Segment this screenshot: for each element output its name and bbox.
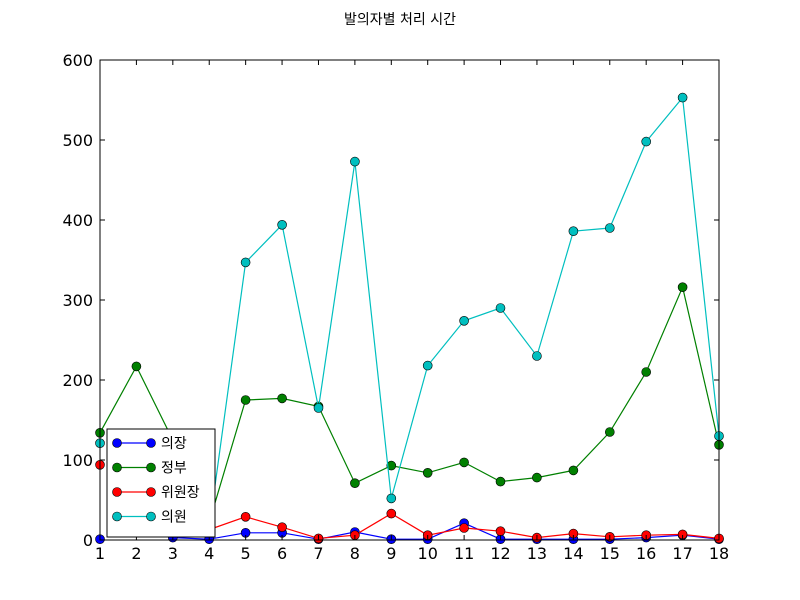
legend-entry: 위원장: [112, 485, 200, 501]
y-tick-label: 200: [62, 371, 93, 390]
data-point: [532, 472, 542, 483]
data-point: [277, 522, 287, 533]
x-tick-label: 12: [490, 544, 510, 563]
y-tick-label: 100: [62, 451, 93, 470]
data-point: [641, 136, 652, 147]
legend-marker: [112, 462, 122, 473]
data-point: [350, 478, 360, 489]
chart-title: 발의자별 처리 시간: [344, 12, 456, 28]
legend-marker: [146, 511, 156, 522]
x-tick-label: 6: [277, 544, 287, 563]
legend-marker: [146, 438, 156, 448]
data-point: [131, 361, 142, 372]
series-line: [172, 96, 720, 531]
data-point: [313, 403, 324, 413]
x-tick-label: 15: [600, 544, 620, 563]
data-point: [495, 526, 506, 537]
y-tick-label: 600: [62, 51, 93, 70]
legend-marker: [146, 462, 156, 473]
x-tick-label: 4: [204, 544, 214, 563]
legend-entry: 정부: [112, 461, 187, 477]
data-point: [422, 467, 433, 478]
data-point: [568, 465, 579, 476]
data-point: [240, 395, 251, 405]
data-point: [604, 223, 615, 233]
legend-box: [106, 428, 216, 538]
y-tick-label: 400: [62, 211, 93, 230]
data-point: [568, 226, 579, 236]
legend-label: 의장: [161, 436, 187, 452]
data-point: [240, 511, 251, 522]
data-point: [386, 493, 397, 504]
x-tick-label: 5: [241, 544, 251, 563]
data-point: [386, 460, 397, 471]
data-point: [459, 523, 469, 533]
x-tick-label: 14: [563, 544, 583, 563]
legend-label: 정부: [161, 461, 187, 477]
x-tick-label: 17: [672, 544, 692, 563]
data-point: [277, 393, 287, 404]
data-point: [459, 315, 469, 326]
data-point: [422, 360, 433, 371]
x-tick-label: 3: [168, 544, 178, 563]
legend-entry: 의장: [112, 436, 187, 452]
y-tick-label: 500: [62, 131, 93, 150]
legend-marker: [112, 511, 122, 522]
data-point: [495, 476, 506, 487]
legend-marker: [112, 438, 122, 448]
y-tick-label: 0: [83, 531, 93, 550]
data-point: [350, 156, 360, 167]
axis-layer: 1 2 3 4 5 6 7 8 9 10 11 12 13 14 15 16 17 180100200300400…: [62, 51, 729, 563]
x-tick-label: 1: [95, 544, 105, 563]
legend-label: 의원: [161, 510, 187, 526]
x-tick-label: 10: [418, 544, 438, 563]
legend-marker: [146, 487, 156, 497]
x-tick-label: 18: [709, 544, 729, 563]
legend-entry: 의원: [112, 510, 187, 526]
data-point: [277, 220, 287, 230]
data-point: [532, 351, 542, 361]
x-tick-label: 13: [527, 544, 547, 563]
data-point: [604, 427, 615, 437]
y-tick-label: 300: [62, 291, 93, 310]
series-line: [172, 512, 720, 540]
data-point: [641, 367, 652, 377]
legend-marker: [112, 487, 122, 497]
x-tick-label: 9: [386, 544, 396, 563]
data-point: [677, 92, 688, 103]
data-point: [677, 282, 688, 293]
data-point: [240, 257, 251, 268]
legend-label: 위원장: [161, 485, 200, 501]
x-tick-label: 2: [131, 544, 141, 563]
data-point: [386, 508, 397, 519]
x-tick-label: 7: [313, 544, 323, 563]
data-point: [459, 457, 469, 468]
x-tick-label: 8: [350, 544, 360, 563]
data-point: [495, 303, 506, 313]
x-tick-label: 16: [636, 544, 656, 563]
x-tick-label: 11: [454, 544, 474, 563]
